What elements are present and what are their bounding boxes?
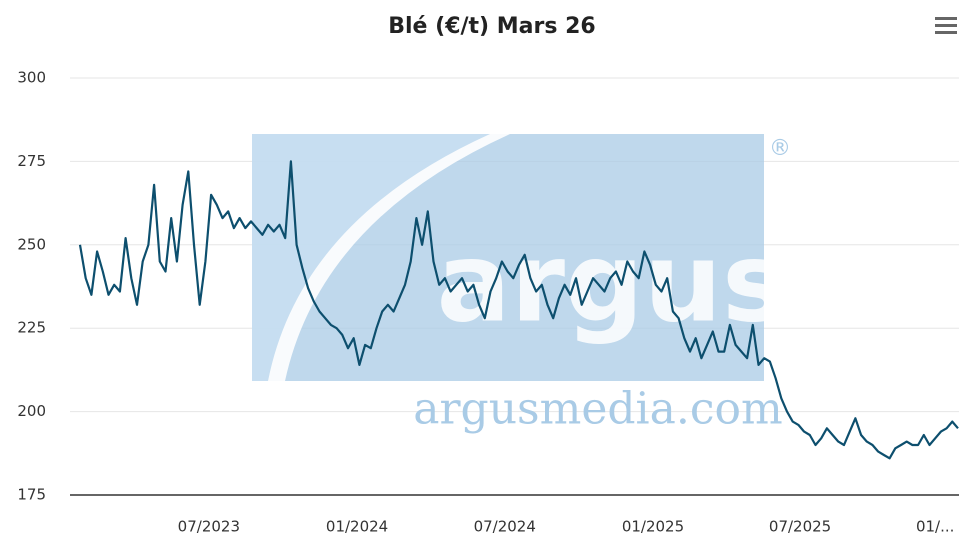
x-tick-label: 07/2023 xyxy=(178,518,240,536)
x-tick-label: 01/2025 xyxy=(622,518,684,536)
chart-title: Blé (€/t) Mars 26 xyxy=(388,14,595,39)
watermark-logo: argus xyxy=(436,218,787,346)
price-line xyxy=(78,160,959,460)
x-tick-label: 01/... xyxy=(916,518,954,536)
watermark-url: argusmedia.com xyxy=(413,384,782,435)
x-tick-label: 07/2024 xyxy=(474,518,536,536)
y-tick-label: 275 xyxy=(17,152,46,170)
menu-bar xyxy=(935,17,957,20)
y-tick-label: 250 xyxy=(17,235,46,253)
x-tick-label: 01/2024 xyxy=(326,518,388,536)
y-tick-label: 175 xyxy=(17,486,46,504)
menu-button[interactable] xyxy=(935,17,957,34)
y-tick-label: 200 xyxy=(17,402,46,420)
watermark-light xyxy=(252,134,490,381)
x-tick-label: 07/2025 xyxy=(769,518,831,536)
y-tick-label: 300 xyxy=(17,69,46,87)
watermark: argus argusmedia.com ® xyxy=(252,134,791,435)
watermark-registered: ® xyxy=(769,136,791,161)
y-tick-label: 225 xyxy=(17,319,46,337)
menu-bar xyxy=(935,31,957,34)
menu-bar xyxy=(935,24,957,27)
